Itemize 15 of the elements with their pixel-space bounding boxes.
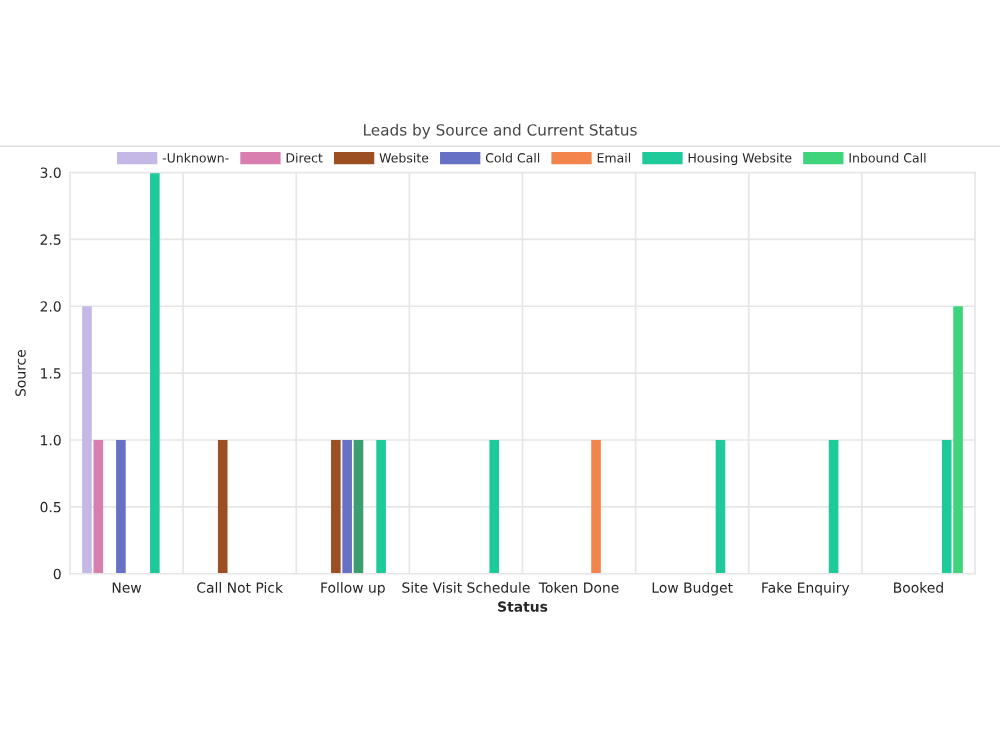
bar [116, 440, 126, 574]
bar [941, 440, 952, 574]
bar [715, 440, 726, 574]
bar [828, 440, 839, 574]
bar [217, 440, 228, 574]
bar [489, 440, 500, 574]
bar [342, 440, 352, 574]
bar [150, 172, 160, 574]
bar [331, 440, 341, 574]
bar [376, 440, 386, 574]
bar [953, 306, 963, 574]
bar [591, 440, 601, 574]
bar [93, 440, 104, 574]
bar [353, 440, 364, 574]
bar [82, 306, 92, 574]
